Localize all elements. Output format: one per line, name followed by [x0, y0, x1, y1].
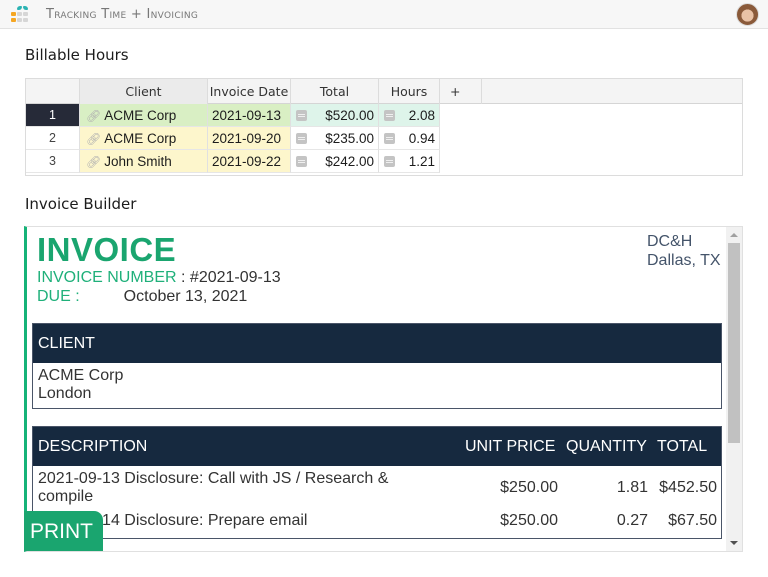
hours-value: 0.94	[408, 131, 435, 146]
invoice-builder-panel: INVOICE INVOICE NUMBER : #2021-09-13 DUE…	[24, 226, 743, 552]
client-details: ACME Corp London	[33, 363, 721, 407]
hours-cell[interactable]: 1.21	[379, 150, 440, 173]
client-cell[interactable]: 🔗︎ John Smith	[80, 150, 208, 173]
company-name: DC&H	[647, 233, 693, 250]
formula-icon	[296, 133, 307, 144]
line-item-unit-price: $250.00	[500, 512, 558, 529]
due-label: DUE :	[37, 288, 80, 305]
company-location: Dallas, TX	[647, 252, 721, 269]
client-cell[interactable]: 🔗︎ ACME Corp	[80, 104, 208, 127]
link-icon: 🔗︎	[86, 132, 102, 146]
invoice-builder-title: Invoice Builder	[25, 195, 137, 213]
invoice-number-label: INVOICE NUMBER	[37, 269, 177, 286]
line-item-row: 2021-09-13 Disclosure: Call with JS / Re…	[33, 466, 721, 512]
line-item-description: 2021-09-14 Disclosure: Prepare email	[38, 512, 308, 529]
formula-icon	[296, 110, 307, 121]
scroll-up-arrow-icon[interactable]	[730, 233, 738, 237]
line-item-total: $67.50	[668, 512, 717, 529]
company-info: DC&H Dallas, TX	[647, 232, 721, 270]
quantity-header: QUANTITY	[566, 438, 647, 455]
invoice-number-line: INVOICE NUMBER : #2021-09-13	[37, 269, 281, 287]
line-items-header: DESCRIPTION UNIT PRICE QUANTITY TOTAL	[33, 427, 721, 466]
column-header-hours[interactable]: Hours	[379, 79, 440, 104]
client-name: ACME Corp	[104, 131, 177, 146]
total-value: $242.00	[325, 154, 374, 169]
formula-icon	[384, 156, 395, 167]
formula-icon	[296, 156, 307, 167]
top-bar: Tracking Time + Invoicing	[0, 0, 768, 29]
hours-cell[interactable]: 2.08	[379, 104, 440, 127]
hours-value: 2.08	[408, 108, 435, 123]
line-item-quantity: 0.27	[616, 512, 648, 529]
total-value: $235.00	[325, 131, 374, 146]
column-header-invoice-date[interactable]: Invoice Date	[208, 79, 291, 104]
hours-value: 1.21	[408, 154, 435, 169]
total-header: TOTAL	[657, 438, 708, 455]
total-cell[interactable]: $235.00	[291, 127, 379, 150]
line-item-quantity: 1.81	[616, 479, 648, 496]
formula-icon	[384, 110, 395, 121]
invoice-number-value: : #2021-09-13	[181, 269, 281, 286]
row-number-header[interactable]	[26, 79, 80, 104]
invoice-date-cell[interactable]: 2021-09-22	[208, 150, 291, 173]
billable-hours-grid: Client Invoice Date Total Hours + 1 🔗︎ AC…	[25, 78, 743, 176]
row-number[interactable]: 2	[26, 127, 80, 150]
add-column-button[interactable]: +	[440, 79, 482, 104]
print-button[interactable]: PRINT	[24, 511, 103, 551]
line-item-total: $452.50	[659, 479, 717, 496]
hours-cell[interactable]: 0.94	[379, 127, 440, 150]
line-item-row: 2021-09-14 Disclosure: Prepare email $25…	[33, 512, 721, 538]
client-name: ACME Corp	[38, 367, 124, 384]
due-line: DUE : October 13, 2021	[37, 288, 247, 306]
scroll-down-arrow-icon[interactable]	[730, 541, 738, 545]
app-logo-icon[interactable]	[11, 6, 29, 23]
invoice-date-cell[interactable]: 2021-09-20	[208, 127, 291, 150]
billable-hours-title: Billable Hours	[25, 46, 129, 64]
link-icon: 🔗︎	[86, 109, 102, 123]
column-header-total[interactable]: Total	[291, 79, 379, 104]
total-cell[interactable]: $520.00	[291, 104, 379, 127]
total-value: $520.00	[325, 108, 374, 123]
invoice-date-cell[interactable]: 2021-09-13	[208, 104, 291, 127]
invoice-scrollbar[interactable]	[726, 227, 742, 551]
description-header: DESCRIPTION	[38, 438, 148, 455]
row-number[interactable]: 1	[26, 104, 80, 127]
row-number[interactable]: 3	[26, 150, 80, 173]
grid-header: Client Invoice Date Total Hours +	[26, 79, 742, 104]
line-item-description: 2021-09-13 Disclosure: Call with JS / Re…	[38, 470, 389, 505]
client-header: CLIENT	[33, 324, 721, 363]
link-icon: 🔗︎	[86, 155, 102, 169]
client-box: CLIENT ACME Corp London	[32, 323, 722, 409]
unit-price-header: UNIT PRICE	[465, 438, 556, 455]
column-header-client[interactable]: Client	[80, 79, 208, 104]
client-name: John Smith	[104, 154, 172, 169]
invoice-heading: INVOICE	[37, 231, 177, 268]
due-date-value: October 13, 2021	[123, 288, 248, 305]
client-name: ACME Corp	[104, 108, 177, 123]
scrollbar-thumb[interactable]	[728, 243, 740, 443]
client-cell[interactable]: 🔗︎ ACME Corp	[80, 127, 208, 150]
line-item-unit-price: $250.00	[500, 479, 558, 496]
client-city: London	[38, 385, 92, 402]
formula-icon	[384, 133, 395, 144]
line-items-table: DESCRIPTION UNIT PRICE QUANTITY TOTAL 20…	[32, 426, 722, 539]
total-cell[interactable]: $242.00	[291, 150, 379, 173]
user-avatar[interactable]	[736, 3, 759, 26]
app-title: Tracking Time + Invoicing	[46, 7, 199, 22]
